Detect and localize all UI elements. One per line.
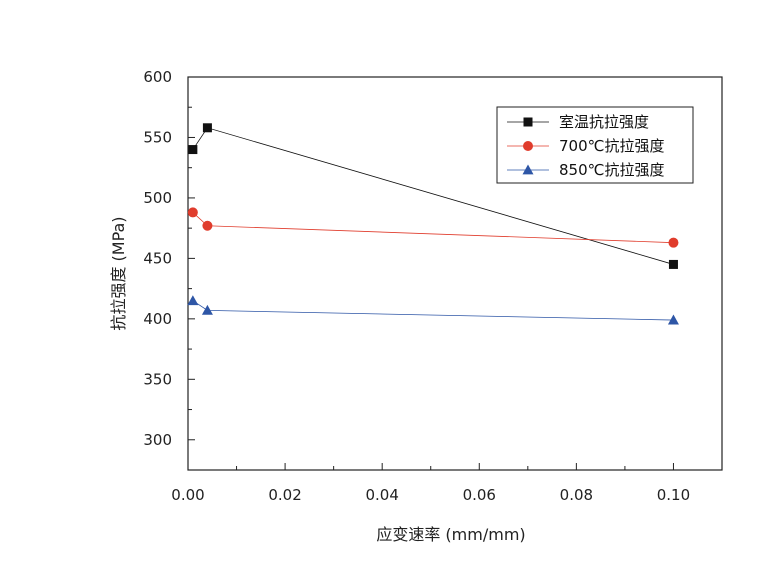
legend-label: 850℃抗拉强度	[559, 161, 664, 179]
x-tick-label: 0.06	[463, 486, 496, 504]
series-line	[192, 300, 674, 321]
x-axis-title: 应变速率 (mm/mm)	[376, 525, 525, 544]
y-tick-label: 500	[143, 189, 172, 207]
x-tick-label: 0.10	[657, 486, 690, 504]
data-point-triangle	[187, 295, 199, 306]
legend-label: 室温抗拉强度	[559, 113, 649, 131]
plot-border	[187, 76, 723, 471]
y-tick-label: 450	[143, 249, 172, 267]
data-point-triangle	[522, 164, 534, 175]
series-1	[188, 123, 678, 269]
data-point-circle	[523, 141, 533, 151]
legend-label: 700℃抗拉强度	[559, 137, 664, 155]
plot-frame	[187, 76, 723, 471]
y-tick-label: 600	[143, 68, 172, 86]
data-point-circle	[202, 220, 213, 231]
data-point-circle	[187, 207, 198, 218]
y-tick-label: 550	[143, 128, 172, 146]
data-point-square	[523, 117, 533, 127]
y-tick-label: 400	[143, 310, 172, 328]
data-point-triangle	[201, 304, 213, 315]
legend-entry-2: 700℃抗拉强度	[507, 137, 664, 155]
x-tick-label: 0.04	[365, 486, 398, 504]
data-point-square	[668, 259, 678, 269]
x-axis: 0.00 0.02 0.04 0.06 0.08 0.10	[171, 463, 723, 504]
x-tick-label: 0.08	[560, 486, 593, 504]
series-2	[187, 207, 679, 248]
y-axis: 300 350 400 450 500 550 600	[143, 68, 195, 471]
series-layer	[187, 123, 679, 325]
data-point-square	[188, 145, 198, 155]
y-axis-title: 抗拉强度 (MPa)	[109, 216, 128, 330]
x-tick-label: 0.00	[171, 486, 204, 504]
y-tick-label: 350	[143, 370, 172, 388]
y-tick-label: 300	[143, 431, 172, 449]
legend: 室温抗拉强度 700℃抗拉强度 850℃抗拉强度	[496, 106, 694, 184]
x-tick-label: 0.02	[268, 486, 301, 504]
series-line	[192, 212, 674, 244]
legend-entry-3: 850℃抗拉强度	[507, 161, 664, 179]
data-point-circle	[668, 237, 679, 248]
series-3	[187, 295, 679, 325]
legend-entry-1: 室温抗拉强度	[507, 113, 649, 131]
data-point-triangle	[667, 314, 679, 325]
data-point-square	[202, 123, 212, 133]
